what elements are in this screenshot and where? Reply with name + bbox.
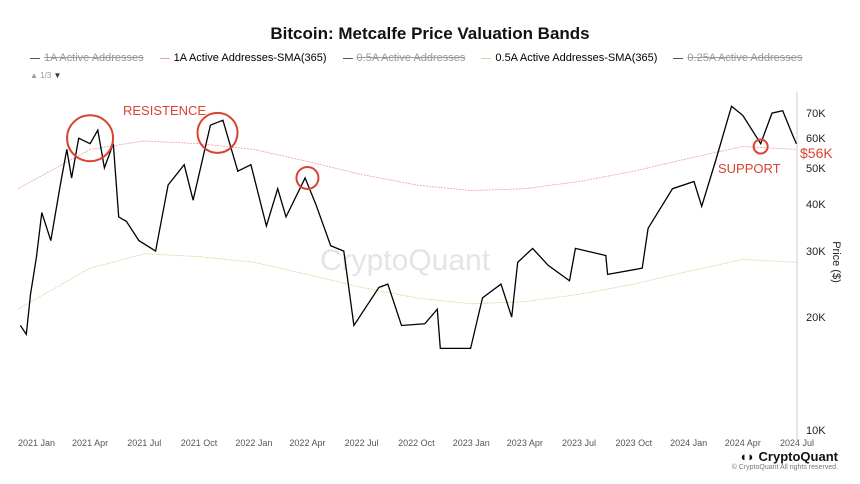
x-tick-label: 2021 Apr [72,438,108,448]
x-tick-label: 2022 Apr [289,438,325,448]
x-tick-label: 2022 Oct [398,438,435,448]
legend-item[interactable]: 1A Active Addresses-SMA(365) [159,52,327,64]
legend-item[interactable]: 1A Active Addresses [30,52,144,64]
cryptoquant-logo-icon: ◖◗ [739,449,755,464]
x-tick-label: 2024 Apr [725,438,761,448]
footer-brand: CryptoQuant [758,449,838,464]
legend: 1A Active Addresses 1A Active Addresses-… [30,52,802,64]
legend-label: 1A Active Addresses [44,52,144,64]
price-line [19,105,797,350]
y-axis-label: Price ($) [830,241,842,283]
legend-pager[interactable]: ▲ 1/3 ▼ [30,71,62,80]
x-tick-label: 2024 Jul [780,438,814,448]
legend-label: 0.25A Active Addresses [687,52,803,64]
annotation-circle [752,138,769,155]
x-tick-label: 2023 Jul [562,438,596,448]
annotation-support: SUPPORT [718,161,781,176]
x-tick-label: 2021 Oct [181,438,218,448]
legend-page: 1/3 [40,71,52,80]
footer-copyright: © CryptoQuant All rights reserved. [731,464,838,471]
x-tick-label: 2021 Jul [127,438,161,448]
y-tick-label: 40K [806,199,826,211]
x-tick-label: 2023 Apr [507,438,543,448]
watermark: CryptoQuant [320,244,491,277]
annotation-circle [295,165,320,190]
band-line-1 [17,140,798,192]
y-tick-label: 10K [806,425,826,437]
footer: ◖◗ CryptoQuant © CryptoQuant All rights … [732,449,838,471]
x-tick-label: 2024 Jan [670,438,707,448]
legend-label: 0.5A Active Addresses [356,52,466,64]
y-tick-label: 70K [806,108,826,120]
annotation-circle [66,114,115,163]
y-tick-label: 30K [806,246,826,258]
annotation-price-level: $56K [800,145,833,161]
annotation-circle [196,111,239,154]
y-tick-label: 20K [806,312,826,324]
legend-label: 1A Active Addresses-SMA(365) [173,52,327,64]
x-tick-label: 2021 Jan [18,438,55,448]
legend-item[interactable]: 0.5A Active Addresses [342,52,466,64]
y-tick-label: 60K [806,133,826,145]
x-tick-label: 2023 Oct [616,438,653,448]
annotation-resistence: RESISTENCE [123,103,206,118]
band-line-2 [17,253,798,310]
chart-title: Bitcoin: Metcalfe Price Valuation Bands [270,24,590,43]
legend-label: 0.5A Active Addresses-SMA(365) [495,52,658,64]
x-tick-label: 2022 Jul [345,438,379,448]
legend-item[interactable]: 0.5A Active Addresses-SMA(365) [481,52,657,64]
legend-item[interactable]: 0.25A Active Addresses [673,52,802,64]
x-tick-label: 2023 Jan [453,438,490,448]
y-tick-label: 50K [806,163,826,175]
x-tick-label: 2022 Jan [235,438,272,448]
